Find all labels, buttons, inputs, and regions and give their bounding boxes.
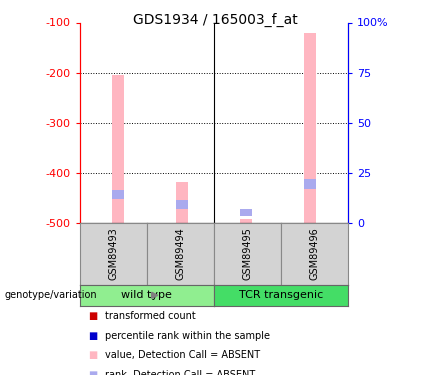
Text: GSM89494: GSM89494 bbox=[175, 228, 185, 280]
Bar bbox=[240, 219, 252, 223]
Text: GSM89493: GSM89493 bbox=[108, 228, 118, 280]
Text: TCR transgenic: TCR transgenic bbox=[239, 290, 323, 300]
Text: GDS1934 / 165003_f_at: GDS1934 / 165003_f_at bbox=[132, 13, 298, 27]
Text: ■: ■ bbox=[88, 370, 97, 375]
Bar bbox=[112, 75, 124, 223]
Text: ■: ■ bbox=[88, 311, 97, 321]
Text: wild type: wild type bbox=[121, 290, 172, 300]
Text: rank, Detection Call = ABSENT: rank, Detection Call = ABSENT bbox=[105, 370, 255, 375]
Bar bbox=[176, 200, 187, 208]
Bar bbox=[304, 33, 316, 223]
Bar bbox=[176, 182, 187, 223]
Text: genotype/variation: genotype/variation bbox=[4, 290, 97, 300]
Text: percentile rank within the sample: percentile rank within the sample bbox=[105, 331, 270, 340]
Text: GSM89496: GSM89496 bbox=[310, 228, 320, 280]
Text: value, Detection Call = ABSENT: value, Detection Call = ABSENT bbox=[105, 350, 261, 360]
Text: ■: ■ bbox=[88, 331, 97, 340]
Text: GSM89495: GSM89495 bbox=[243, 228, 252, 280]
Bar bbox=[304, 180, 316, 189]
Text: transformed count: transformed count bbox=[105, 311, 196, 321]
Text: ■: ■ bbox=[88, 350, 97, 360]
Bar bbox=[240, 209, 252, 216]
Bar bbox=[112, 189, 124, 198]
